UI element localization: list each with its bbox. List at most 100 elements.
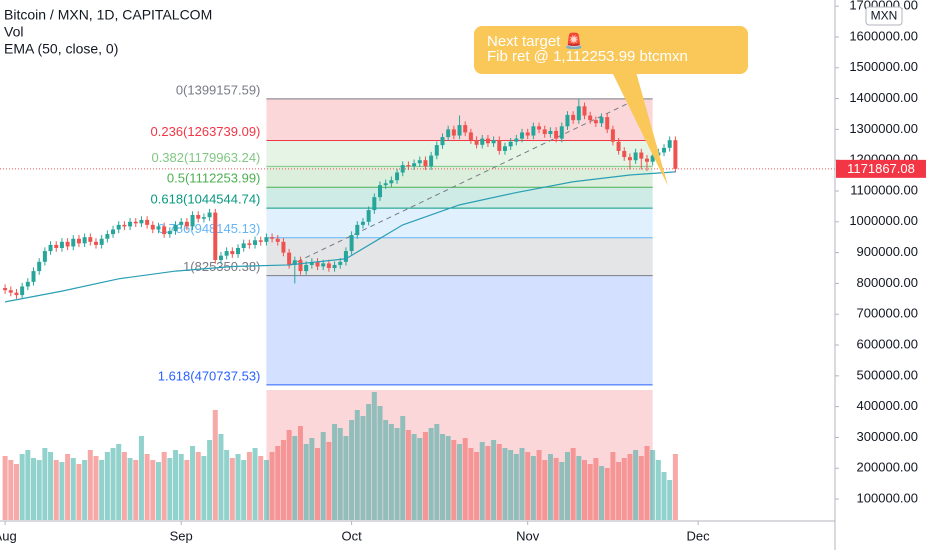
volume-bar bbox=[536, 450, 542, 520]
volume-bar bbox=[178, 454, 184, 520]
candle-body bbox=[593, 120, 598, 124]
callout: Next target 🚨 Fib ret @ 1,112253.99 btcm… bbox=[474, 26, 748, 186]
candle-body bbox=[650, 155, 655, 162]
volume-bar bbox=[93, 456, 99, 520]
volume-bar bbox=[82, 460, 88, 520]
candle-body bbox=[542, 129, 547, 135]
candle-body bbox=[440, 137, 445, 146]
volume-bar bbox=[582, 460, 587, 520]
candle-body bbox=[491, 140, 496, 144]
candle-body bbox=[497, 140, 502, 151]
candle-body bbox=[128, 221, 133, 227]
volume-bar bbox=[610, 452, 616, 520]
candle-body bbox=[298, 260, 303, 272]
candle-body bbox=[201, 217, 206, 219]
volume-bar bbox=[655, 460, 661, 520]
volume-bar bbox=[110, 448, 116, 520]
candle-body bbox=[287, 252, 292, 265]
candle-body bbox=[37, 261, 42, 272]
volume-bar bbox=[269, 452, 275, 520]
volume-bar bbox=[167, 458, 173, 520]
volume-bar bbox=[59, 462, 65, 520]
fib-zone bbox=[266, 275, 653, 385]
candle-body bbox=[338, 261, 343, 265]
candle-body bbox=[54, 244, 59, 248]
volume-bar bbox=[309, 438, 315, 520]
volume-bar bbox=[349, 420, 355, 520]
volume-bar bbox=[201, 456, 207, 520]
volume-bar bbox=[451, 440, 457, 520]
volume-bar bbox=[36, 460, 42, 520]
candle-body bbox=[588, 115, 593, 121]
candle-body bbox=[468, 132, 473, 141]
fib-label: 1.618(470737.53) bbox=[158, 368, 261, 383]
candle-body bbox=[59, 241, 64, 248]
last-price-label: 1171867.08 bbox=[847, 161, 915, 176]
volume-bar bbox=[252, 448, 258, 520]
candle-body bbox=[275, 238, 280, 242]
volume-bar bbox=[48, 452, 54, 520]
volume-bar bbox=[439, 434, 445, 520]
volume-bar bbox=[104, 452, 110, 520]
trend-line bbox=[288, 96, 642, 266]
candle-body bbox=[639, 152, 644, 159]
candle-body bbox=[582, 106, 587, 116]
volume-bar bbox=[315, 448, 321, 520]
volume-bar bbox=[366, 404, 372, 520]
volume-bar bbox=[485, 446, 491, 520]
x-tick-label: Nov bbox=[516, 528, 540, 543]
volume-bar bbox=[576, 456, 582, 520]
y-tick-label: 600000.00 bbox=[857, 336, 918, 351]
fib-label: 0.618(1044544.74) bbox=[151, 192, 261, 207]
candle-body bbox=[3, 288, 8, 291]
volume-bar bbox=[155, 462, 161, 520]
volume-bar bbox=[65, 454, 71, 520]
volume-bar bbox=[258, 456, 264, 520]
volume-bar bbox=[633, 450, 639, 520]
volume-bar bbox=[337, 428, 343, 520]
y-tick-label: 1100000.00 bbox=[850, 182, 918, 197]
callout-pointer bbox=[612, 72, 668, 186]
candle-body bbox=[218, 255, 223, 260]
fib-label: 0.786(948145.13) bbox=[158, 221, 261, 236]
fib-label: 1(825350.38) bbox=[183, 259, 260, 274]
candle-body bbox=[292, 260, 297, 265]
volume-bar bbox=[559, 462, 565, 520]
candle-body bbox=[20, 286, 25, 296]
candle-body bbox=[378, 185, 383, 198]
last-price-box bbox=[836, 159, 926, 178]
volume-bar bbox=[417, 438, 423, 520]
candle-body bbox=[241, 243, 246, 248]
candle-body bbox=[133, 221, 138, 224]
volume-bar bbox=[570, 448, 576, 520]
volume-bar bbox=[224, 450, 230, 520]
volume-bar bbox=[303, 444, 309, 520]
volume-bar bbox=[616, 462, 622, 520]
x-tick-label: Oct bbox=[341, 528, 362, 543]
candle-body bbox=[383, 183, 388, 186]
volume-bar bbox=[400, 416, 406, 520]
callout-text: Next target 🚨 bbox=[487, 32, 583, 50]
volume-bar bbox=[405, 430, 411, 520]
ema-legend: EMA (50, close, 0) bbox=[4, 41, 118, 57]
candle-body bbox=[321, 263, 326, 267]
candle-body bbox=[264, 237, 269, 242]
volume-bar bbox=[644, 446, 650, 520]
volume-bar bbox=[672, 454, 678, 520]
candle-body bbox=[480, 138, 485, 145]
candle-body bbox=[76, 238, 81, 244]
candle-body bbox=[190, 215, 195, 227]
candle-body bbox=[236, 247, 241, 255]
callout-box bbox=[474, 26, 748, 74]
volume-bar bbox=[99, 460, 105, 520]
candle-body bbox=[673, 140, 678, 169]
volume-bar bbox=[320, 432, 326, 520]
volume-bar bbox=[525, 452, 531, 520]
x-tick-label: Dec bbox=[687, 528, 711, 543]
currency-label: MXN bbox=[871, 9, 898, 23]
candle-body bbox=[554, 130, 559, 139]
candle-body bbox=[514, 138, 519, 142]
candle-body bbox=[309, 261, 314, 265]
